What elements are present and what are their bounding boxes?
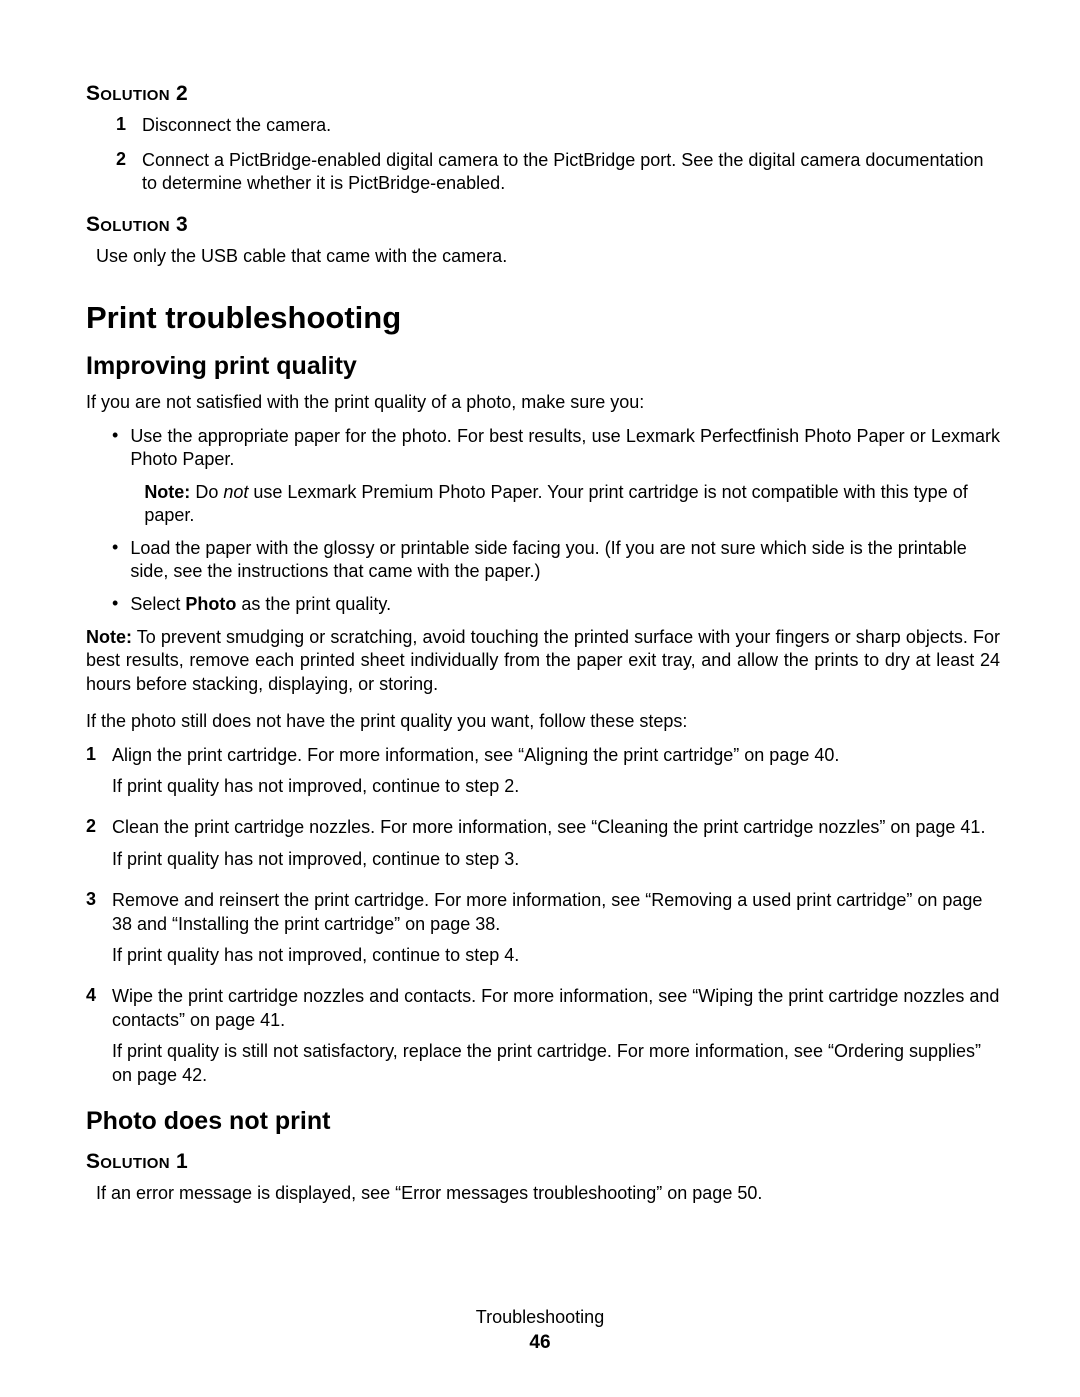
footer-page-number: 46 [0, 1330, 1080, 1357]
step-text: Align the print cartridge. For more info… [112, 745, 839, 765]
bullet-text: Load the paper with the glossy or printa… [130, 537, 1000, 583]
list-number: 1 [116, 114, 130, 137]
step-item: 2 Clean the print cartridge nozzles. For… [86, 816, 1000, 871]
solution-3-text: Use only the USB cable that came with th… [86, 245, 1000, 268]
step-followup: If print quality has not improved, conti… [112, 848, 985, 871]
step-followup: If print quality is still not satisfacto… [112, 1040, 1000, 1087]
step-followup: If print quality has not improved, conti… [112, 944, 1000, 967]
bullet-text: Use the appropriate paper for the photo.… [130, 425, 1000, 527]
list-item: 1 Disconnect the camera. [116, 114, 1000, 137]
document-page: Solution 2 1 Disconnect the camera. 2 Co… [0, 0, 1080, 1397]
list-number: 2 [116, 149, 130, 195]
note-body: To prevent smudging or scratching, avoid… [86, 627, 1000, 694]
note-text: Note: Do not use Lexmark Premium Photo P… [130, 481, 1000, 527]
step-body: Wipe the print cartridge nozzles and con… [112, 985, 1000, 1087]
heading-improving-print-quality: Improving print quality [86, 352, 1000, 381]
heading-solution-2: Solution 2 [86, 82, 1000, 106]
note-paragraph: Note: To prevent smudging or scratching,… [86, 626, 1000, 696]
step-item: 3 Remove and reinsert the print cartridg… [86, 889, 1000, 967]
steps-list: 1 Align the print cartridge. For more in… [86, 744, 1000, 1087]
footer-section-title: Troubleshooting [0, 1305, 1080, 1330]
bullet-icon: • [112, 425, 118, 527]
step-item: 1 Align the print cartridge. For more in… [86, 744, 1000, 799]
bullet-list: • Use the appropriate paper for the phot… [86, 425, 1000, 616]
step-text: Clean the print cartridge nozzles. For m… [112, 817, 985, 837]
step-body: Clean the print cartridge nozzles. For m… [112, 816, 985, 871]
step-body: Align the print cartridge. For more info… [112, 744, 839, 799]
step-number: 2 [86, 816, 100, 871]
heading-photo-does-not-print: Photo does not print [86, 1107, 1000, 1136]
heading-print-troubleshooting: Print troubleshooting [86, 300, 1000, 336]
solution-1-text: If an error message is displayed, see “E… [86, 1182, 1000, 1205]
step-body: Remove and reinsert the print cartridge.… [112, 889, 1000, 967]
list-text: Disconnect the camera. [142, 114, 331, 137]
note-label: Note: [86, 627, 132, 647]
bullet-icon: • [112, 593, 118, 616]
step-number: 4 [86, 985, 100, 1087]
note-rest: use Lexmark Premium Photo Paper. Your pr… [144, 482, 967, 525]
bullet-item: • Select Photo as the print quality. [112, 593, 1000, 616]
intro-paragraph: If you are not satisfied with the print … [86, 391, 1000, 414]
bullet-pre: Select [130, 594, 185, 614]
follow-steps-paragraph: If the photo still does not have the pri… [86, 710, 1000, 733]
step-followup: If print quality has not improved, conti… [112, 775, 839, 798]
bullet-icon: • [112, 537, 118, 583]
step-number: 3 [86, 889, 100, 967]
note-body: Do [190, 482, 223, 502]
step-text: Remove and reinsert the print cartridge.… [112, 890, 982, 933]
bullet-text: Select Photo as the print quality. [130, 593, 391, 616]
note-not: not [223, 482, 248, 502]
solution-2-list: 1 Disconnect the camera. 2 Connect a Pic… [86, 114, 1000, 195]
bullet-item: • Use the appropriate paper for the phot… [112, 425, 1000, 527]
bullet-item: • Load the paper with the glossy or prin… [112, 537, 1000, 583]
bullet-bold: Photo [185, 594, 236, 614]
list-text: Connect a PictBridge-enabled digital cam… [142, 149, 1000, 195]
step-number: 1 [86, 744, 100, 799]
page-footer: Troubleshooting 46 [0, 1305, 1080, 1357]
note-label: Note: [144, 482, 190, 502]
bullet-post: as the print quality. [236, 594, 391, 614]
step-text: Wipe the print cartridge nozzles and con… [112, 986, 999, 1029]
bullet-text-line: Use the appropriate paper for the photo.… [130, 425, 1000, 471]
heading-solution-3: Solution 3 [86, 213, 1000, 237]
step-item: 4 Wipe the print cartridge nozzles and c… [86, 985, 1000, 1087]
list-item: 2 Connect a PictBridge-enabled digital c… [116, 149, 1000, 195]
heading-solution-1: Solution 1 [86, 1150, 1000, 1174]
